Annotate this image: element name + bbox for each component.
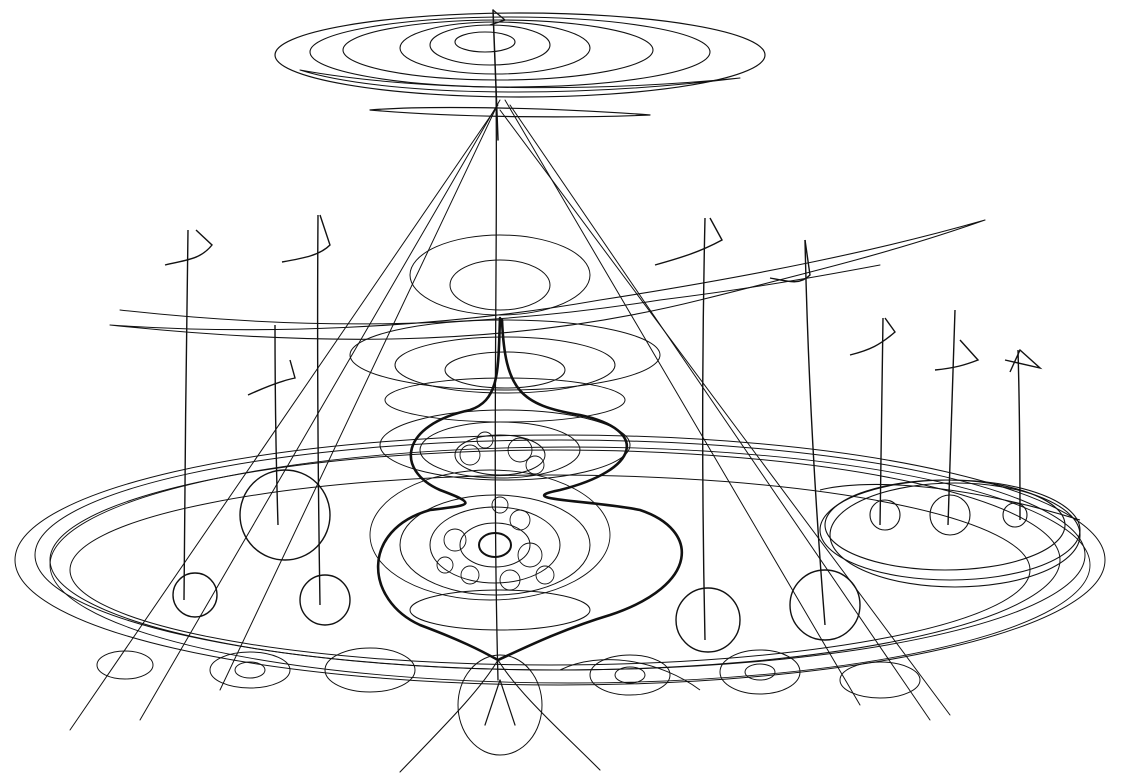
top-ellipse-2 [309, 16, 711, 88]
poles-left [164, 214, 351, 626]
top-ellipse-6 [454, 31, 516, 53]
pole-base-4 [675, 587, 741, 653]
pole-1 [183, 229, 189, 601]
mid-ellipse-4 [394, 336, 616, 394]
mid-ellipse-3 [349, 319, 661, 391]
platform-ellipse-4 [49, 446, 1091, 684]
flag-3 [247, 359, 296, 396]
pole-base-5 [789, 569, 861, 641]
right-oval [819, 479, 1081, 588]
base-triangle [399, 659, 601, 773]
mid-ellipse-8 [419, 421, 581, 479]
tent-line-2 [69, 104, 499, 731]
flag-1 [164, 229, 213, 266]
top-ellipse-5 [429, 24, 551, 66]
mid-ellipse-7 [379, 409, 631, 481]
mid-ellipse-13 [478, 532, 512, 558]
mid-ellipse-12 [459, 522, 531, 568]
top-spiral-group [274, 9, 766, 141]
poles-right [654, 217, 1043, 653]
tent-line-1 [139, 99, 501, 721]
tent-line-4 [499, 109, 951, 716]
top-ellipse-3 [342, 19, 654, 81]
center-column [349, 89, 684, 681]
flag-4 [654, 217, 723, 266]
tent-line-6 [219, 109, 496, 691]
mid-ellipse-9 [454, 434, 546, 476]
tent-line-3 [504, 99, 861, 706]
flag-2 [281, 214, 331, 263]
mid-ellipse-6 [384, 377, 626, 423]
platform-ellipses [14, 434, 1106, 686]
pole-5 [804, 239, 826, 626]
mid-ellipse-1 [409, 234, 591, 316]
mid-ellipse-2 [449, 259, 551, 311]
top-flag [489, 9, 506, 26]
pole-base-2 [299, 574, 351, 626]
pole-7 [947, 309, 956, 526]
platform-ellipse-1 [14, 434, 1106, 686]
flag-5 [769, 239, 811, 283]
mid-ellipse-15 [369, 469, 611, 601]
pole-base-1 [172, 572, 218, 618]
flag-7 [934, 339, 980, 371]
top-stem [492, 9, 499, 141]
center-stem [494, 89, 499, 681]
inner-loops [436, 431, 555, 591]
pole-8 [1017, 349, 1021, 521]
pole-6 [879, 317, 884, 526]
front-spirals [96, 647, 921, 699]
top-ellipse-outer [274, 12, 766, 98]
flag-6 [849, 317, 896, 356]
pole-base-3 [239, 469, 331, 561]
pole-4 [702, 217, 706, 641]
top-bar [369, 106, 651, 118]
pole-3 [274, 324, 279, 526]
top-loop [299, 69, 741, 93]
flag-8 [1004, 348, 1043, 373]
pole-2 [316, 214, 321, 606]
base-flag [484, 679, 516, 726]
base-ellipse-1 [457, 654, 543, 756]
mid-ellipse-14 [409, 589, 591, 631]
tent-line-5 [509, 104, 931, 721]
platform-ellipse-2 [34, 439, 1086, 671]
vase-outline [376, 316, 684, 662]
bottom-base [399, 654, 601, 773]
